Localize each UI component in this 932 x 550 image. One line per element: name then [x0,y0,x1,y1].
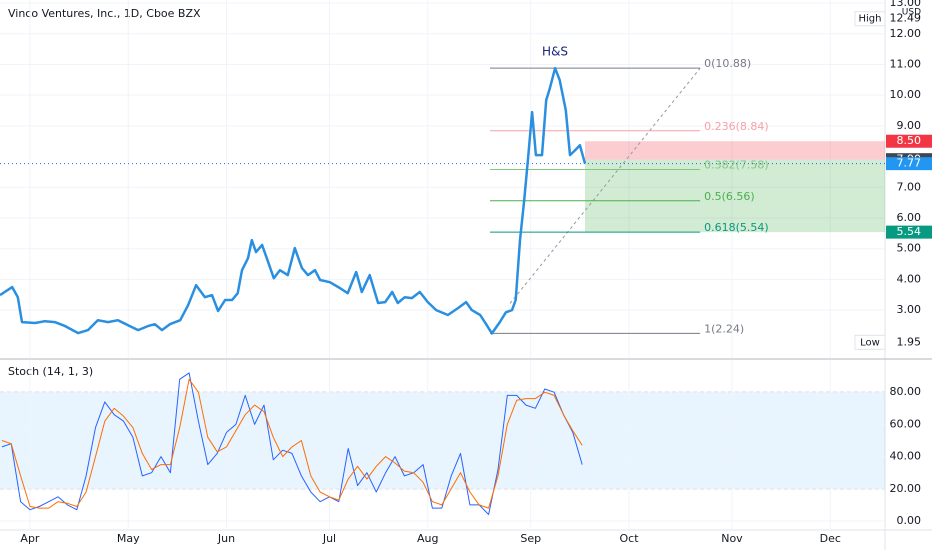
x-tick-label: May [117,532,140,545]
target-label-box [886,225,932,239]
x-tick-label: Jul [322,532,336,545]
y-tick-label: 12.00 [890,27,922,40]
y-tick-label: 9.00 [897,119,922,132]
fib-label: 0(10.88) [704,57,751,70]
y-tick-label: 7.00 [897,180,922,193]
fib-label: 0.236(8.84) [704,120,769,133]
x-tick-label: Jun [217,532,235,545]
currency: USD [902,8,921,18]
low-text: Low [860,337,880,348]
target-zone [585,159,885,233]
series-line [0,66,587,335]
fib-label: 0.618(5.54) [704,221,769,234]
high-value: 12.49 [890,12,922,25]
y-tick-label: 20.00 [890,482,922,495]
fib-trend [509,67,701,304]
stop-label-box [886,134,932,148]
low-box [854,334,886,350]
series-line [1,372,583,515]
y-tick-label: 10.00 [890,88,922,101]
last-price-label-box [886,157,932,171]
x-tick-label: Oct [619,532,639,545]
fib-label: 0.5(6.56) [704,190,755,203]
y-tick-label: 5.00 [897,242,922,255]
high-box [854,11,886,27]
y-tick-label: 0.00 [897,514,922,527]
fib-label: 0.382(7.58) [704,158,769,171]
y-tick-label: 60.00 [890,417,922,430]
target-label: 5.54 [897,225,922,238]
stop-label: 8.50 [897,134,922,147]
x-tick-label: Nov [721,532,743,545]
x-tick-label: Dec [820,532,841,545]
stop-zone [585,141,885,160]
stoch-band [0,392,885,489]
y-tick-label: 6.00 [897,211,922,224]
x-tick-label: Sep [520,532,541,545]
x-tick-label: Apr [20,532,40,545]
annotation: H&S [542,45,568,59]
y-tick-label: 3.00 [897,303,922,316]
chart-title: Vinco Ventures, Inc., 1D, Cboe BZX [8,7,201,20]
indicator-title: Stoch (14, 1, 3) [8,365,93,378]
x-tick-label: Aug [417,532,438,545]
y-tick-label: 11.00 [890,57,922,70]
series-line [1,378,583,509]
y-tick-label: 40.00 [890,450,922,463]
fib-label: 1(2.24) [704,322,744,335]
y-tick-label: 80.00 [890,385,922,398]
high-text: High [859,14,882,25]
last-price-label: 7.77 [897,157,922,170]
low-value: 1.95 [897,335,922,348]
y-tick-label: 13.00 [890,0,922,9]
y-tick-label: 4.00 [897,272,922,285]
